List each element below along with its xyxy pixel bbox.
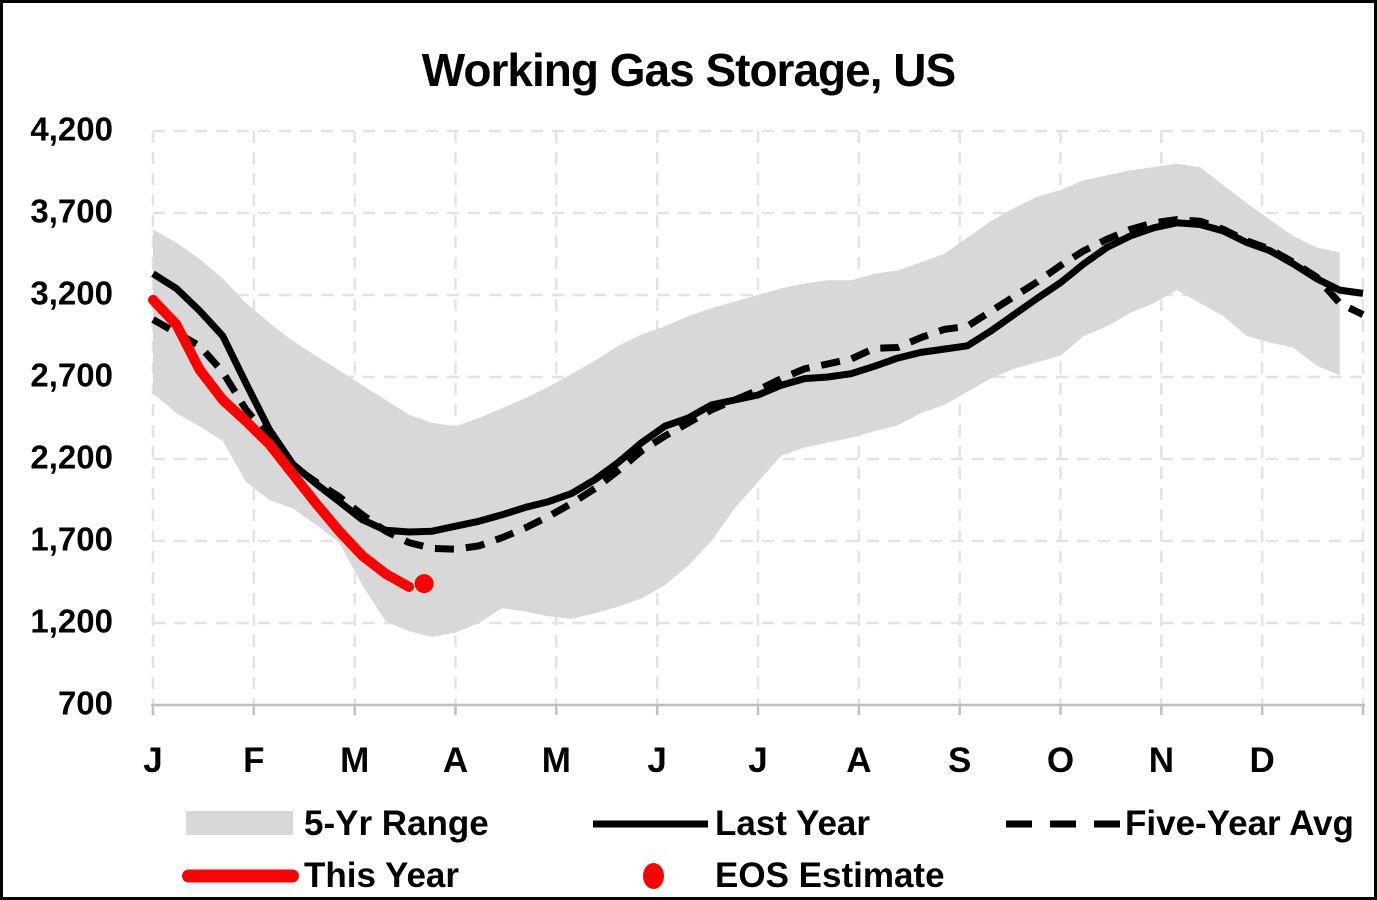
five-year-avg-line <box>151 216 1365 553</box>
y-tick-label: 700 <box>57 684 113 722</box>
x-tick-label: A <box>442 741 469 780</box>
eos-estimate-swatch <box>643 863 664 889</box>
this-year-label: This Year <box>304 856 460 895</box>
eos-estimate-label: EOS Estimate <box>715 856 945 895</box>
y-tick-label: 3,200 <box>30 274 113 312</box>
x-tick-label: J <box>143 741 163 780</box>
five-year-range-swatch <box>186 811 293 835</box>
chart-title: Working Gas Storage, US <box>421 44 956 96</box>
five-year-range-label: 5-Yr Range <box>304 804 489 843</box>
last-year-swatch <box>593 820 708 828</box>
y-tick-label: 1,700 <box>30 520 113 558</box>
x-tick-label: J <box>647 741 667 780</box>
x-tick-label: D <box>1249 741 1275 780</box>
this-year-line <box>148 294 414 592</box>
y-tick-label: 2,700 <box>30 356 113 394</box>
x-tick-label: S <box>947 741 972 780</box>
x-tick-label: N <box>1148 741 1174 780</box>
dashed-line-icon <box>1006 820 1122 828</box>
x-tick-label: J <box>748 741 768 780</box>
y-tick-label: 1,200 <box>30 602 113 640</box>
x-tick-label: F <box>243 741 265 780</box>
x-tick-label: M <box>541 741 571 780</box>
x-tick-label: M <box>340 741 370 780</box>
last-year-label: Last Year <box>715 804 871 843</box>
eos-estimate-dot <box>414 574 434 594</box>
five-year-avg-swatch <box>1006 815 1122 833</box>
this-year-swatch <box>182 869 299 883</box>
five-year-avg-label: Five-Year Avg <box>1125 804 1354 843</box>
last-year-line <box>151 219 1364 536</box>
y-tick-label: 4,200 <box>30 110 113 148</box>
plot-svg <box>148 129 1365 715</box>
x-tick-label: O <box>1046 741 1075 780</box>
y-tick-label: 3,700 <box>30 192 113 230</box>
y-tick-label: 2,200 <box>30 438 113 476</box>
x-tick-label: A <box>846 741 872 780</box>
